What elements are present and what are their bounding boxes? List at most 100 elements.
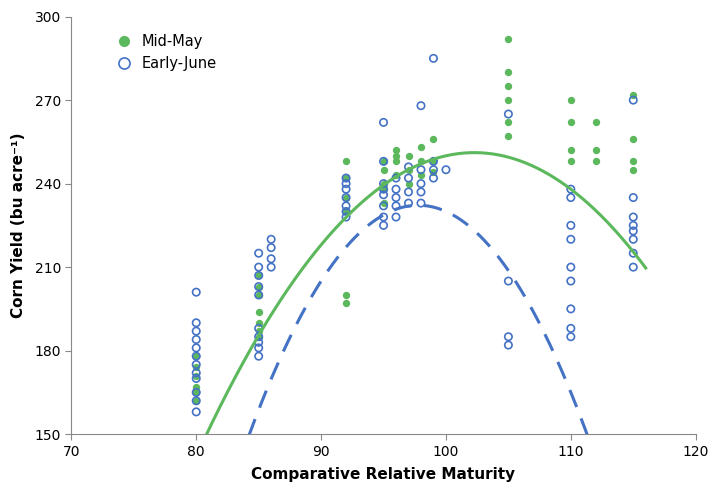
Point xyxy=(341,185,352,193)
Point xyxy=(191,383,202,391)
Point xyxy=(628,213,639,221)
Point xyxy=(191,388,202,396)
Point xyxy=(415,179,427,187)
Point xyxy=(253,333,264,341)
Point xyxy=(341,157,352,165)
Point xyxy=(378,166,390,174)
Point xyxy=(341,202,352,210)
Point xyxy=(191,363,202,371)
Point xyxy=(253,282,264,290)
Point xyxy=(503,341,514,349)
Point xyxy=(253,352,264,360)
Point xyxy=(191,352,202,360)
Point xyxy=(378,179,390,187)
Point xyxy=(503,69,514,76)
Point xyxy=(253,338,264,346)
Point xyxy=(253,327,264,335)
X-axis label: Comparative Relative Maturity: Comparative Relative Maturity xyxy=(251,467,516,482)
Point xyxy=(390,152,402,160)
Point xyxy=(390,213,402,221)
Point xyxy=(628,221,639,229)
Point xyxy=(191,397,202,405)
Point xyxy=(191,372,202,380)
Point xyxy=(402,166,414,174)
Point xyxy=(565,96,577,104)
Point xyxy=(191,369,202,377)
Point xyxy=(628,157,639,165)
Point xyxy=(253,263,264,271)
Point xyxy=(253,272,264,280)
Point xyxy=(628,235,639,243)
Point xyxy=(341,291,352,299)
Point xyxy=(415,166,427,174)
Point xyxy=(565,333,577,341)
Point xyxy=(428,157,439,165)
Point xyxy=(565,157,577,165)
Point xyxy=(378,202,390,210)
Point xyxy=(191,388,202,396)
Point xyxy=(191,352,202,360)
Point xyxy=(565,305,577,313)
Point xyxy=(341,174,352,182)
Point xyxy=(266,255,277,263)
Point xyxy=(378,157,390,165)
Point xyxy=(402,152,414,160)
Point xyxy=(341,174,352,182)
Point xyxy=(390,157,402,165)
Point xyxy=(402,199,414,207)
Point xyxy=(590,118,602,126)
Point xyxy=(415,157,427,165)
Point xyxy=(191,336,202,344)
Point xyxy=(628,249,639,257)
Point xyxy=(378,185,390,193)
Point xyxy=(440,166,451,174)
Point xyxy=(503,333,514,341)
Point xyxy=(191,397,202,405)
Point xyxy=(565,277,577,285)
Point xyxy=(253,344,264,352)
Point xyxy=(628,166,639,174)
Point xyxy=(503,110,514,118)
Point xyxy=(253,282,264,290)
Point xyxy=(378,191,390,199)
Point xyxy=(378,157,390,165)
Point xyxy=(378,199,390,207)
Point xyxy=(590,157,602,165)
Point xyxy=(253,291,264,299)
Point xyxy=(341,194,352,202)
Point xyxy=(402,179,414,187)
Point xyxy=(378,213,390,221)
Point xyxy=(503,132,514,140)
Point xyxy=(341,213,352,221)
Point xyxy=(191,360,202,368)
Point xyxy=(191,319,202,327)
Point xyxy=(565,324,577,332)
Point xyxy=(191,375,202,383)
Point xyxy=(565,118,577,126)
Point xyxy=(402,163,414,171)
Point xyxy=(628,194,639,202)
Point xyxy=(590,146,602,154)
Point xyxy=(390,174,402,182)
Point xyxy=(503,82,514,90)
Legend: Mid-May, Early-June: Mid-May, Early-June xyxy=(104,28,222,77)
Point xyxy=(390,194,402,202)
Point xyxy=(628,263,639,271)
Point xyxy=(390,202,402,210)
Point xyxy=(628,96,639,104)
Point xyxy=(402,174,414,182)
Point xyxy=(415,102,427,109)
Point xyxy=(378,179,390,187)
Point xyxy=(565,263,577,271)
Point xyxy=(428,174,439,182)
Point xyxy=(628,135,639,143)
Point xyxy=(191,288,202,296)
Point xyxy=(428,135,439,143)
Point xyxy=(390,185,402,193)
Point xyxy=(191,408,202,416)
Point xyxy=(341,179,352,187)
Point xyxy=(503,118,514,126)
Point xyxy=(565,221,577,229)
Point xyxy=(266,235,277,243)
Point xyxy=(503,277,514,285)
